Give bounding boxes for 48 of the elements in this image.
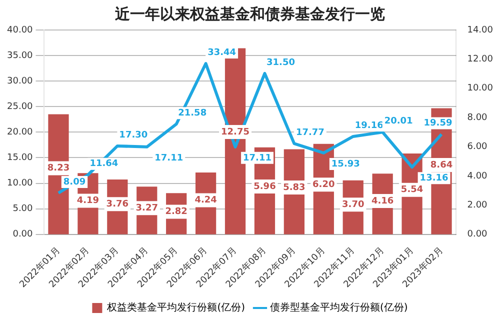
- data-label: 4.19: [76, 196, 100, 206]
- y-tick-label: 25.00: [7, 102, 34, 112]
- data-label: 3.70: [342, 200, 364, 210]
- y-tick-label: 20.00: [7, 128, 34, 138]
- data-label: 5.83: [283, 182, 306, 193]
- y-tick-label: 40.00: [7, 25, 34, 36]
- y2-tick-label: 6.00: [467, 142, 488, 152]
- data-label: 3.76: [106, 200, 129, 210]
- data-label: 13.16: [420, 173, 448, 184]
- y2-tick-label: 8.00: [467, 112, 488, 123]
- y2-tick-label: 2.00: [467, 200, 488, 210]
- y2-tick-label: 0.00: [467, 230, 488, 240]
- y-tick-label: 5.00: [12, 204, 34, 214]
- legend-label: 权益类基金平均发行份额(亿份): [106, 302, 246, 314]
- data-label: 3.27: [136, 203, 158, 214]
- data-label: 19.59: [424, 118, 452, 129]
- data-label: 17.11: [243, 153, 272, 164]
- data-label: 4.16: [371, 196, 394, 206]
- data-label: 17.77: [296, 128, 324, 138]
- y-tick-label: 35.00: [7, 50, 34, 61]
- y2-tick-label: 14.00: [467, 25, 494, 36]
- data-label: 2.82: [165, 207, 188, 218]
- data-label: 4.24: [194, 196, 217, 206]
- data-label: 12.75: [221, 127, 250, 138]
- data-label: 8.23: [47, 164, 70, 174]
- data-label: 17.11: [154, 153, 184, 164]
- legend-label: 债券型基金平均发行份额(亿份): [270, 302, 408, 314]
- data-label: 15.93: [331, 159, 360, 170]
- y-tick-label: 30.00: [7, 76, 34, 86]
- data-label: 5.96: [254, 182, 276, 192]
- y-tick-label: 10.00: [7, 178, 34, 189]
- y2-tick-label: 4.00: [467, 171, 488, 182]
- y2-tick-label: 10.00: [467, 84, 494, 94]
- data-label: 31.50: [266, 58, 295, 68]
- data-label: 19.16: [354, 120, 384, 131]
- data-label: 5.54: [400, 185, 424, 196]
- data-label: 21.58: [178, 108, 207, 118]
- chart-title: 近一年以来权益基金和债券基金发行一览: [114, 4, 385, 23]
- y2-tick-label: 12.00: [467, 54, 494, 65]
- y-tick-label: 15.00: [7, 153, 34, 164]
- data-label: 17.30: [119, 130, 148, 140]
- data-label: 8.09: [63, 177, 86, 188]
- data-label: 8.64: [430, 160, 453, 170]
- data-label: 11.64: [90, 159, 118, 170]
- data-label: 6.20: [312, 180, 335, 190]
- data-label: 20.01: [384, 116, 413, 126]
- y-tick-label: 0.00: [12, 230, 34, 240]
- data-label: 33.44: [208, 48, 236, 58]
